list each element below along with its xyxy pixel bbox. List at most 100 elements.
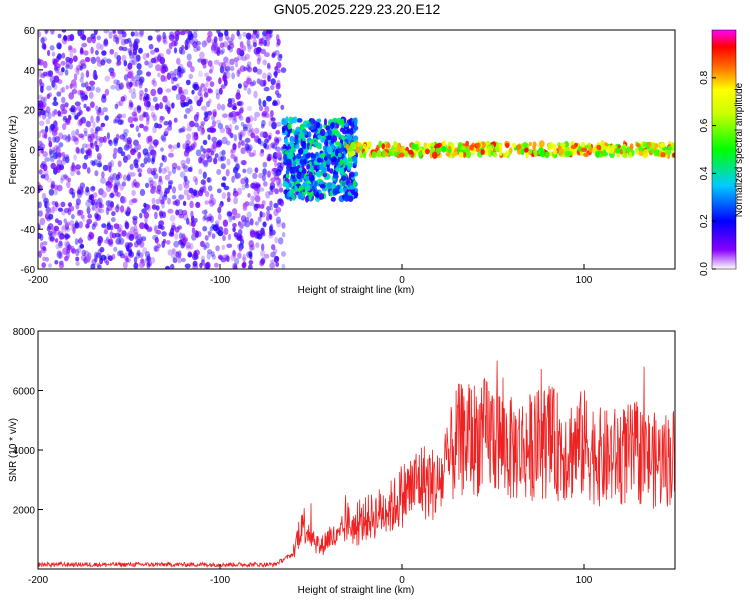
spectrogram-cell [116, 79, 121, 86]
spectrogram-cell [38, 141, 43, 147]
spectrogram-cell [47, 111, 52, 120]
spectrogram-cell [173, 240, 180, 248]
spectrogram-cell [70, 108, 76, 115]
spectrogram-cell [242, 31, 247, 38]
spectrogram-cell [80, 116, 87, 124]
spectrogram-cell [136, 105, 142, 111]
spectrogram-cell [208, 98, 212, 104]
spectrogram-cell [225, 62, 231, 69]
spectrogram-cell [104, 239, 110, 245]
spectrogram-cell [120, 38, 127, 46]
spectrogram-cell [137, 54, 142, 62]
spectrogram-cell [121, 54, 127, 62]
spectrogram-cell [224, 66, 231, 72]
spectrogram-cell [216, 46, 221, 53]
spectrogram-cell [72, 48, 77, 54]
spectrogram-cell [103, 30, 110, 34]
spectrogram-cell [275, 262, 280, 267]
spectrogram-cell [115, 60, 120, 67]
spectrogram-cell [516, 149, 522, 155]
spectrogram-cell [184, 45, 189, 51]
spectrogram-cell [78, 133, 84, 139]
spectrogram-cell [232, 250, 237, 259]
spectrogram-cell [218, 35, 223, 42]
spectrogram-cell [170, 263, 175, 269]
spectrogram-cell [176, 83, 181, 88]
spectrogram-cell [94, 212, 99, 219]
spectrogram-cell [162, 238, 167, 244]
spectrogram-cell [238, 221, 244, 229]
spectrogram-cell [123, 38, 130, 44]
spectrogram-cell [38, 81, 43, 87]
spectrogram-cell [263, 142, 267, 149]
spectrogram-cell [128, 234, 135, 241]
spectrogram-cell [169, 70, 174, 76]
spectrogram-cell [237, 131, 244, 137]
spectrogram-cell [280, 67, 287, 73]
spectrogram-cell [295, 144, 300, 149]
spectrogram-cell [257, 216, 262, 223]
spectrogram-cell [133, 182, 139, 188]
spectrogram-cell [148, 177, 154, 183]
spectrogram-cell [240, 121, 245, 127]
spectrogram-cell [270, 142, 276, 149]
spectrogram-cell [210, 150, 215, 156]
spectrogram-cell [60, 174, 66, 181]
spectrogram-cell [366, 141, 372, 147]
spectrogram-cell [125, 257, 129, 263]
spectrogram-cell [64, 234, 69, 240]
spectrogram-cell [564, 150, 571, 157]
spectrogram-cell [88, 91, 94, 99]
spectrogram-cell [232, 249, 236, 257]
spectrogram-cell [244, 53, 250, 60]
spectrogram-cell [254, 203, 261, 209]
spectrogram-cell [144, 217, 148, 224]
spectrogram-cell [220, 104, 226, 111]
spectrogram-cell [263, 39, 268, 47]
spectrogram-cell [40, 37, 45, 44]
spectrogram-cell [255, 46, 262, 55]
spectrogram-cell [320, 137, 326, 143]
spectrogram-cell [365, 147, 369, 153]
spectrogram-cell [71, 214, 75, 220]
spectrogram-cell [135, 125, 140, 132]
spectrogram-cell [55, 238, 59, 243]
spectrogram-cell [262, 100, 267, 107]
spectrogram-cell [222, 113, 228, 118]
spectrogram-cell [273, 202, 279, 209]
spectrogram-cell [430, 142, 436, 148]
spectrogram-cell [235, 92, 241, 100]
spectrogram-cell [59, 88, 64, 93]
spectrogram-cell [177, 66, 182, 73]
spectrogram-cell [43, 60, 48, 69]
spectrogram-cell [203, 214, 208, 221]
spectrogram-cell [248, 240, 254, 248]
y-tick-label: 60 [24, 26, 36, 37]
spectrogram-cell [68, 92, 74, 100]
spectrogram-cell [144, 251, 151, 258]
spectrogram-cell [90, 46, 94, 55]
spectrogram-cell [64, 102, 69, 108]
spectrogram-cell [189, 105, 193, 112]
spectrogram-cell [189, 200, 194, 209]
spectrogram-cell [164, 166, 170, 173]
spectrogram-cell [239, 107, 244, 114]
spectrogram-cell [100, 177, 106, 184]
spectrogram-cell [68, 63, 73, 70]
spectrogram-cell [101, 93, 107, 99]
spectrogram-cell [248, 128, 252, 133]
spectrogram-cell [137, 151, 142, 159]
spectrogram-cell [229, 149, 234, 155]
spectrogram-cell [173, 117, 178, 123]
spectrogram-cell [57, 152, 63, 158]
spectrogram-cell [596, 144, 602, 150]
spectrogram-cell [80, 30, 85, 35]
spectrogram-cell [179, 171, 186, 178]
spectrogram-cell [371, 151, 377, 159]
spectrogram-cell [56, 184, 63, 192]
spectrogram-cell [80, 214, 85, 220]
spectrogram-cell [278, 237, 284, 245]
spectrogram-cell [62, 156, 66, 162]
spectrogram-cell [214, 153, 219, 159]
spectrogram-cell [159, 115, 164, 124]
